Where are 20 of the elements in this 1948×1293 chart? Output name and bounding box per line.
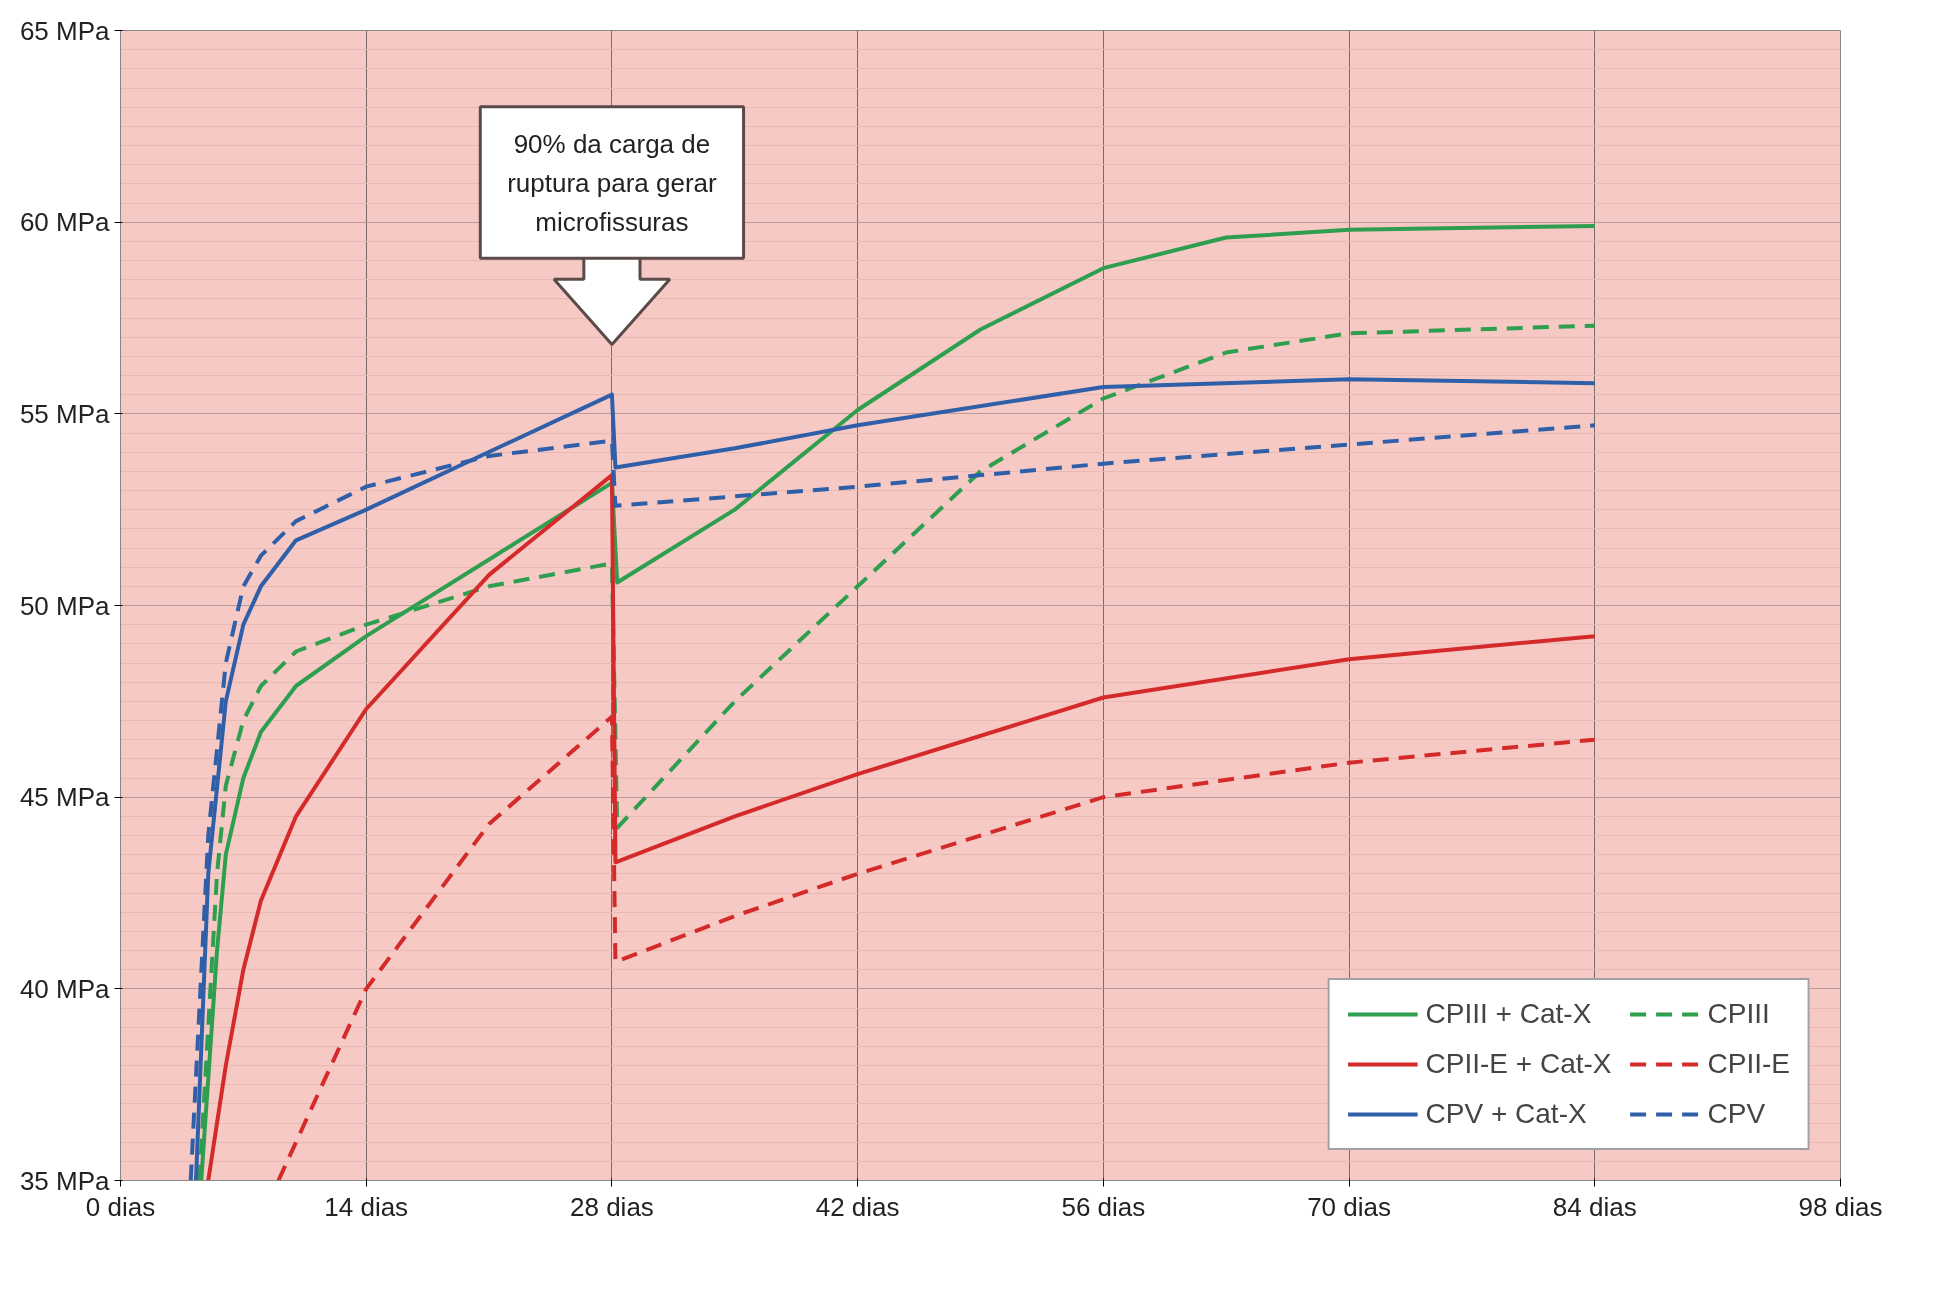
y-tick-label: 45 MPa (19, 782, 111, 813)
legend-label: CPV + Cat-X (1425, 1098, 1587, 1130)
x-tick-label: 70 dias (1307, 1191, 1391, 1222)
y-tick-label: 55 MPa (19, 398, 111, 429)
x-tick-label: 98 dias (1798, 1191, 1883, 1222)
x-tick-label: 28 dias (570, 1191, 654, 1222)
legend-label: CPIII + Cat-X (1425, 998, 1592, 1030)
y-tick-label: 65 MPa (19, 15, 111, 46)
y-tick-label: 60 MPa (19, 207, 111, 238)
annotation: 90% da carga de ruptura para gerar microfissuras (507, 129, 718, 238)
legend-label: CPII-E (1707, 1048, 1790, 1080)
y-tick-label: 40 MPa (19, 973, 111, 1004)
legend-label: CPII-E + Cat-X (1425, 1048, 1612, 1080)
legend-label: CPIII (1707, 998, 1770, 1030)
legend-label: CPV (1707, 1098, 1766, 1130)
x-tick-label: 42 dias (815, 1191, 900, 1222)
y-tick-label: 50 MPa (19, 590, 111, 621)
x-tick-label: 56 dias (1061, 1191, 1146, 1222)
x-tick-label: 84 dias (1552, 1191, 1637, 1222)
x-tick-label: 14 dias (324, 1191, 409, 1222)
